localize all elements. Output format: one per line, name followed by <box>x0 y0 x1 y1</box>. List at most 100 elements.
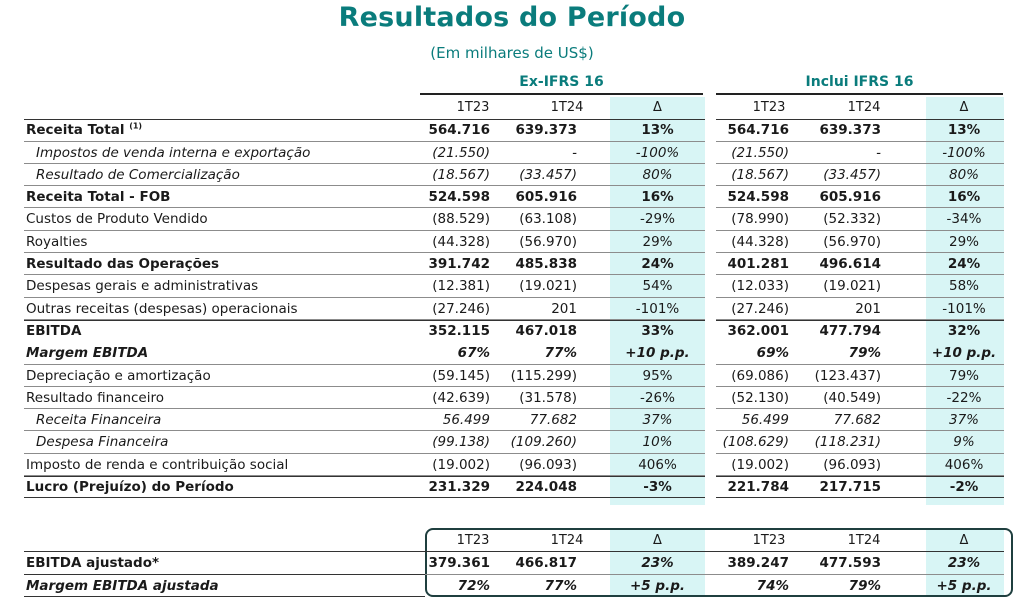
cell-delta-inc: 32% <box>947 322 981 339</box>
header-1t24-inc: 1T24 <box>847 533 881 548</box>
cell-delta-ex: -100% <box>635 144 680 161</box>
cell-1t23-inc: 56.499 <box>741 412 789 429</box>
table-row: Margem EBITDA ajustada 72% 77% +5 p.p. 7… <box>24 575 1004 597</box>
cell-1t24-inc: 496.614 <box>819 256 882 273</box>
cell-1t24-ex: 77.682 <box>529 412 577 429</box>
cell-1t23-ex: (88.529) <box>432 211 490 228</box>
cell-1t24-inc: (56.970) <box>823 233 881 250</box>
table-row: Receita Total (1) 564.716 639.373 13% 56… <box>24 119 1004 142</box>
cell-1t23-ex: 231.329 <box>428 479 491 496</box>
row-label: Receita Total (1) <box>26 121 143 139</box>
cell-delta-inc: 80% <box>948 166 979 183</box>
header-1t23-inc: 1T23 <box>752 533 786 548</box>
header-delta-ex: Δ <box>653 100 662 115</box>
cell-1t24-ex: 467.018 <box>515 322 578 339</box>
row-label: Receita Total - FOB <box>26 189 171 206</box>
cell-delta-inc: -2% <box>949 479 979 496</box>
cell-1t24-ex: 466.817 <box>515 555 578 572</box>
cell-1t24-ex: (31.578) <box>519 389 577 406</box>
cell-1t23-inc: (78.990) <box>731 211 789 228</box>
cell-delta-inc: 16% <box>947 189 981 206</box>
header-delta-inc: Δ <box>959 533 969 548</box>
table-header-row: 1T23 1T24 Δ 1T23 1T24 Δ <box>24 97 1004 119</box>
header-1t23-inc: 1T23 <box>752 100 786 115</box>
cell-1t23-inc: (19.002) <box>731 456 789 473</box>
cell-1t23-inc: 389.247 <box>727 555 790 572</box>
cell-1t23-inc: 74% <box>756 577 789 594</box>
row-label: Despesas gerais e administrativas <box>26 278 259 295</box>
table-row: Custos de Produto Vendido (88.529) (63.1… <box>24 208 1004 232</box>
table-row: Receita Financeira 56.499 77.682 37% 56.… <box>24 409 1004 432</box>
cell-1t23-ex: (18.567) <box>432 166 490 183</box>
cell-1t24-ex: - <box>572 144 577 161</box>
table-row: Despesas gerais e administrativas (12.38… <box>24 275 1004 298</box>
row-label: Royalties <box>26 233 88 250</box>
cell-1t23-ex: (44.328) <box>432 233 490 250</box>
adjusted-row-divider <box>24 574 425 575</box>
cell-1t23-ex: (99.138) <box>432 434 490 451</box>
cell-1t23-inc: 564.716 <box>727 122 790 139</box>
cell-delta-inc: 13% <box>947 122 981 139</box>
header-1t23-ex: 1T23 <box>456 100 490 115</box>
cell-1t24-inc: 79% <box>848 577 881 594</box>
cell-1t23-ex: (59.145) <box>432 367 490 384</box>
row-label: Resultado das Operações <box>26 256 220 273</box>
table-row: Lucro (Prejuízo) do Período 231.329 224.… <box>24 476 1004 499</box>
results-table: 1T23 1T24 Δ 1T23 1T24 Δ Receita Total (1… <box>24 97 1004 499</box>
cell-delta-ex: +10 p.p. <box>625 345 690 362</box>
cell-1t24-ex: (109.260) <box>510 434 577 451</box>
cell-1t23-inc: (18.567) <box>731 166 789 183</box>
header-1t24-ex: 1T24 <box>550 533 584 548</box>
cell-1t23-inc: 69% <box>756 345 789 362</box>
cell-1t23-inc: 524.598 <box>727 189 790 206</box>
cell-1t24-inc: 79% <box>848 345 881 362</box>
page-subtitle: (Em milhares de US$) <box>430 44 594 62</box>
header-1t23-ex: 1T23 <box>456 533 490 548</box>
cell-1t24-ex: (33.457) <box>519 166 577 183</box>
cell-1t24-ex: (115.299) <box>510 367 577 384</box>
cell-1t24-ex: 485.838 <box>515 256 578 273</box>
cell-delta-ex: -101% <box>635 300 680 317</box>
cell-delta-inc: -100% <box>942 144 986 161</box>
cell-1t24-inc: (52.332) <box>823 211 881 228</box>
cell-delta-ex: 10% <box>642 434 673 451</box>
row-label: Margem EBITDA ajustada <box>26 577 219 594</box>
cell-1t23-inc: (21.550) <box>731 144 789 161</box>
page-title: Resultados do Período <box>338 2 686 33</box>
cell-delta-ex: 406% <box>638 456 677 473</box>
cell-1t24-inc: 477.794 <box>819 322 882 339</box>
cell-1t24-inc: (40.549) <box>823 389 881 406</box>
cell-1t24-ex: 77% <box>544 577 577 594</box>
cell-1t24-ex: 201 <box>551 300 577 317</box>
cell-1t23-ex: 56.499 <box>442 412 490 429</box>
cell-1t23-ex: (12.381) <box>432 278 490 295</box>
cell-delta-ex: 54% <box>642 278 673 295</box>
cell-delta-inc: 79% <box>948 367 979 384</box>
cell-delta-ex: 23% <box>641 555 674 572</box>
table-row: Imposto de renda e contribuição social (… <box>24 454 1004 477</box>
row-label: EBITDA ajustado* <box>26 555 160 572</box>
cell-delta-inc: -34% <box>946 211 982 228</box>
delta-column-shade-ex <box>610 97 705 505</box>
cell-1t24-ex: 77% <box>544 345 577 362</box>
cell-1t23-ex: 564.716 <box>428 122 491 139</box>
table-row: Receita Total - FOB 524.598 605.916 16% … <box>24 186 1004 209</box>
row-label: Receita Financeira <box>36 412 162 429</box>
row-label: Outras receitas (despesas) operacionais <box>26 300 298 317</box>
adjusted-ebitda-table: 1T23 1T24 Δ 1T23 1T24 Δ EBITDA ajustado*… <box>24 530 1004 597</box>
cell-1t24-ex: (63.108) <box>519 211 577 228</box>
cell-delta-inc: +10 p.p. <box>931 345 997 362</box>
cell-delta-ex: 16% <box>641 189 674 206</box>
cell-1t24-inc: (33.457) <box>823 166 881 183</box>
table-row: EBITDA ajustado* 379.361 466.817 23% 389… <box>24 552 1004 575</box>
cell-1t23-ex: 352.115 <box>428 322 491 339</box>
table-row: Impostos de venda interna e exportação (… <box>24 142 1004 165</box>
row-label: EBITDA <box>26 322 82 339</box>
cell-delta-ex: -26% <box>640 389 675 406</box>
column-group-gap <box>705 97 716 507</box>
header-delta-ex: Δ <box>653 533 662 548</box>
cell-delta-ex: -29% <box>640 211 675 228</box>
cell-delta-inc: 23% <box>947 555 981 572</box>
row-label: Resultado financeiro <box>26 389 164 406</box>
delta-column-shade-adj-ex <box>610 530 705 595</box>
